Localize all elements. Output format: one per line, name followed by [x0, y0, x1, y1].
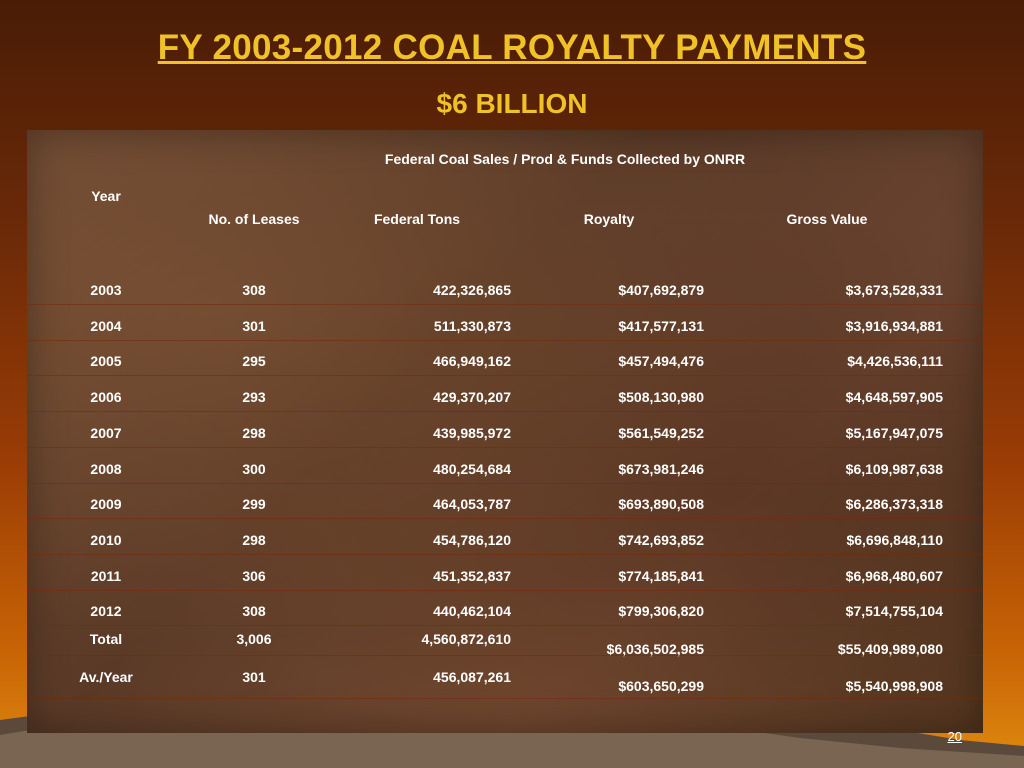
table-row-divider: [27, 554, 983, 555]
table-cell-leases: 298: [242, 425, 266, 441]
table-cell-royalty: $561,549,252: [618, 425, 704, 441]
table-cell-leases: 308: [242, 282, 266, 298]
data-table-panel: [27, 130, 983, 733]
header-royalty: Royalty: [583, 211, 635, 227]
table-row-divider: [27, 625, 983, 626]
table-cell-tons: 454,786,120: [433, 532, 511, 548]
table-cell-gross: $3,673,528,331: [845, 282, 943, 298]
header-year: Year: [91, 188, 121, 204]
table-row-divider: [27, 590, 983, 591]
table-cell-gross: $6,696,848,110: [846, 532, 943, 548]
table-cell-royalty: $742,693,852: [618, 532, 704, 548]
table-row-divider: [27, 518, 983, 519]
table-cell-gross: $7,514,755,104: [845, 603, 943, 619]
table-cell-tons: 422,326,865: [433, 282, 511, 298]
table-cell-year: 2009: [90, 496, 122, 512]
table-cell-tons: 466,949,162: [433, 353, 511, 369]
table-cell-royalty: $417,577,131: [618, 318, 704, 334]
table-cell-year: 2003: [90, 282, 122, 298]
total-tons: 4,560,872,610: [421, 631, 511, 647]
table-cell-leases: 299: [242, 496, 266, 512]
table-cell-year: 2008: [90, 461, 122, 477]
table-cell-year: 2011: [90, 568, 122, 584]
table-row-divider: [27, 411, 983, 412]
total-label: Total: [89, 631, 123, 647]
group-header: Federal Coal Sales / Prod & Funds Collec…: [384, 151, 746, 167]
table-row-divider: [27, 447, 983, 448]
table-cell-royalty: $407,692,879: [618, 282, 704, 298]
average-leases: 301: [242, 669, 266, 685]
table-cell-gross: $4,648,597,905: [845, 389, 943, 405]
table-cell-royalty: $457,494,476: [618, 353, 704, 369]
table-row-divider: [27, 375, 983, 376]
header-gross: Gross Value: [786, 211, 868, 227]
table-cell-year: 2005: [90, 353, 122, 369]
table-cell-gross: $5,167,947,075: [845, 425, 943, 441]
table-cell-tons: 429,370,207: [433, 389, 511, 405]
table-cell-royalty: $673,981,246: [618, 461, 704, 477]
table-cell-leases: 308: [242, 603, 266, 619]
table-cell-royalty: $693,890,508: [618, 496, 704, 512]
table-cell-gross: $4,426,536,111: [847, 353, 943, 369]
table-cell-year: 2004: [90, 318, 122, 334]
total-gross: $55,409,989,080: [837, 641, 943, 657]
header-tons: Federal Tons: [373, 211, 461, 227]
table-cell-royalty: $508,130,980: [618, 389, 704, 405]
table-cell-year: 2006: [90, 389, 122, 405]
table-row-divider: [27, 483, 983, 484]
table-cell-tons: 439,985,972: [433, 425, 511, 441]
total-leases: 3,006: [236, 631, 272, 647]
table-cell-leases: 301: [242, 318, 266, 334]
table-cell-royalty: $799,306,820: [618, 603, 704, 619]
table-row-divider: [27, 698, 983, 699]
total-royalty: $6,036,502,985: [606, 641, 704, 657]
table-cell-year: 2010: [90, 532, 122, 548]
table-cell-leases: 295: [242, 353, 266, 369]
average-label: Av./Year: [79, 669, 133, 685]
page-number: 20: [947, 729, 962, 744]
table-cell-gross: $6,286,373,318: [845, 496, 943, 512]
average-royalty: $603,650,299: [618, 678, 704, 694]
table-cell-gross: $6,109,987,638: [845, 461, 943, 477]
table-cell-leases: 298: [242, 532, 266, 548]
table-cell-leases: 293: [242, 389, 266, 405]
table-cell-leases: 300: [242, 461, 266, 477]
table-cell-tons: 464,053,787: [433, 496, 511, 512]
table-cell-royalty: $774,185,841: [618, 568, 704, 584]
slide-title: FY 2003-2012 COAL ROYALTY PAYMENTS: [157, 28, 867, 67]
table-cell-year: 2007: [90, 425, 122, 441]
table-cell-tons: 511,330,873: [433, 318, 511, 334]
table-cell-tons: 440,462,104: [433, 603, 511, 619]
table-cell-leases: 306: [242, 568, 266, 584]
average-tons: 456,087,261: [433, 669, 511, 685]
average-gross: $5,540,998,908: [845, 678, 943, 694]
table-cell-tons: 480,254,684: [433, 461, 511, 477]
slide-subtitle: $6 BILLION: [436, 88, 588, 119]
table-cell-gross: $3,916,934,881: [845, 318, 943, 334]
table-row-divider: [27, 340, 983, 341]
table-row-divider: [27, 304, 983, 305]
table-cell-tons: 451,352,837: [433, 568, 511, 584]
table-row-divider: [27, 655, 983, 656]
header-leases: No. of Leases: [208, 211, 300, 227]
table-cell-gross: $6,968,480,607: [845, 568, 943, 584]
table-cell-year: 2012: [90, 603, 122, 619]
